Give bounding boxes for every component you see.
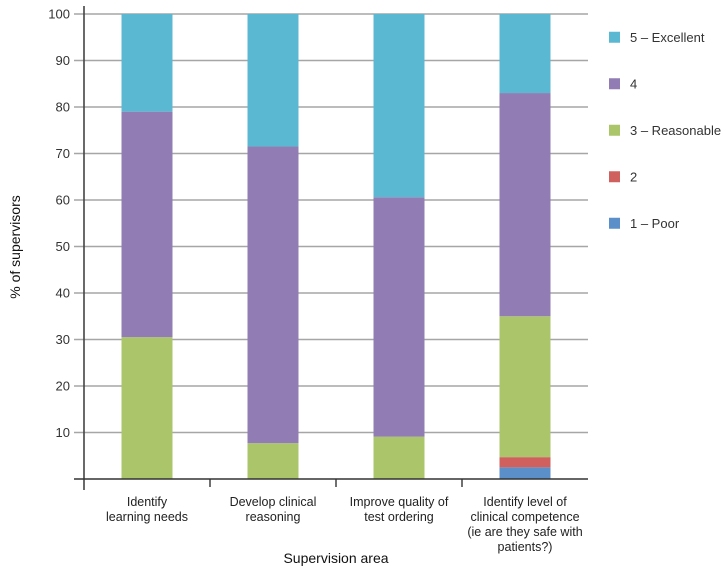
legend-label: 3 – Reasonable (630, 123, 721, 138)
y-tick-label: 20 (56, 379, 70, 394)
y-tick-labels: 10 20 30 40 50 60 70 80 90 100 (48, 7, 70, 441)
legend-label: 4 (630, 76, 637, 91)
legend: 5 – Excellent 4 3 – Reasonable 2 1 – Poor (609, 30, 721, 231)
y-axis-title: % of supervisors (7, 195, 23, 298)
bars (121, 14, 551, 479)
y-tick-label: 40 (56, 286, 70, 301)
x-category-label-line: Improve quality of (350, 495, 449, 509)
x-category-label-line: patients?) (498, 540, 553, 554)
legend-swatch (609, 78, 620, 90)
x-category-label-line: clinical competence (470, 510, 579, 524)
legend-label: 2 (630, 169, 637, 184)
bar-segment-4 (373, 197, 425, 437)
y-tick-label: 90 (56, 53, 70, 68)
legend-swatch (609, 124, 620, 136)
x-category-label: Develop clinical reasoning (230, 495, 317, 524)
y-tick-label: 70 (56, 146, 70, 161)
bar-segment-4 (499, 93, 551, 317)
legend-swatch (609, 217, 620, 229)
y-tick-label: 100 (48, 7, 70, 22)
legend-label: 5 – Excellent (630, 30, 705, 45)
bar-segment-4 (121, 111, 173, 338)
bar-segment-2 (499, 457, 551, 468)
bar-segment-1 (499, 467, 551, 479)
x-axis-title: Supervision area (283, 550, 388, 566)
legend-item: 2 (609, 169, 637, 184)
y-tick-label: 50 (56, 239, 70, 254)
legend-item: 5 – Excellent (609, 30, 705, 45)
x-category-label: Identify learning needs (106, 495, 188, 524)
x-category-label-line: test ordering (364, 510, 434, 524)
bar-segment-4 (247, 146, 299, 444)
legend-swatch (609, 31, 620, 43)
legend-item: 3 – Reasonable (609, 123, 721, 138)
y-tick-label: 10 (56, 425, 70, 440)
x-category-label-line: Identify (127, 495, 168, 509)
bar-segment-3 (373, 436, 425, 479)
y-tick-label: 80 (56, 100, 70, 115)
bar-segment-5 (373, 14, 425, 198)
y-tick-label: 30 (56, 332, 70, 347)
x-category-label: Identify level of clinical competence (ie … (467, 495, 582, 554)
bar-segment-3 (499, 316, 551, 458)
legend-label: 1 – Poor (630, 216, 680, 231)
x-category-label-line: (ie are they safe with (467, 525, 582, 539)
x-category-label-line: reasoning (246, 510, 301, 524)
x-category-labels: Identify learning needs Develop clinical re… (106, 495, 583, 554)
x-category-label-line: Identify level of (483, 495, 567, 509)
bar-segment-5 (247, 14, 299, 147)
legend-item: 4 (609, 76, 637, 91)
x-category-label: Improve quality of test ordering (350, 495, 449, 524)
bar-segment-5 (121, 14, 173, 112)
bar-segment-3 (247, 443, 299, 479)
legend-swatch (609, 171, 620, 183)
legend-item: 1 – Poor (609, 216, 680, 231)
x-category-label-line: Develop clinical (230, 495, 317, 509)
y-tick-label: 60 (56, 193, 70, 208)
x-category-label-line: learning needs (106, 510, 188, 524)
bar-segment-3 (121, 337, 173, 479)
axes (74, 6, 588, 490)
bar-segment-5 (499, 14, 551, 94)
